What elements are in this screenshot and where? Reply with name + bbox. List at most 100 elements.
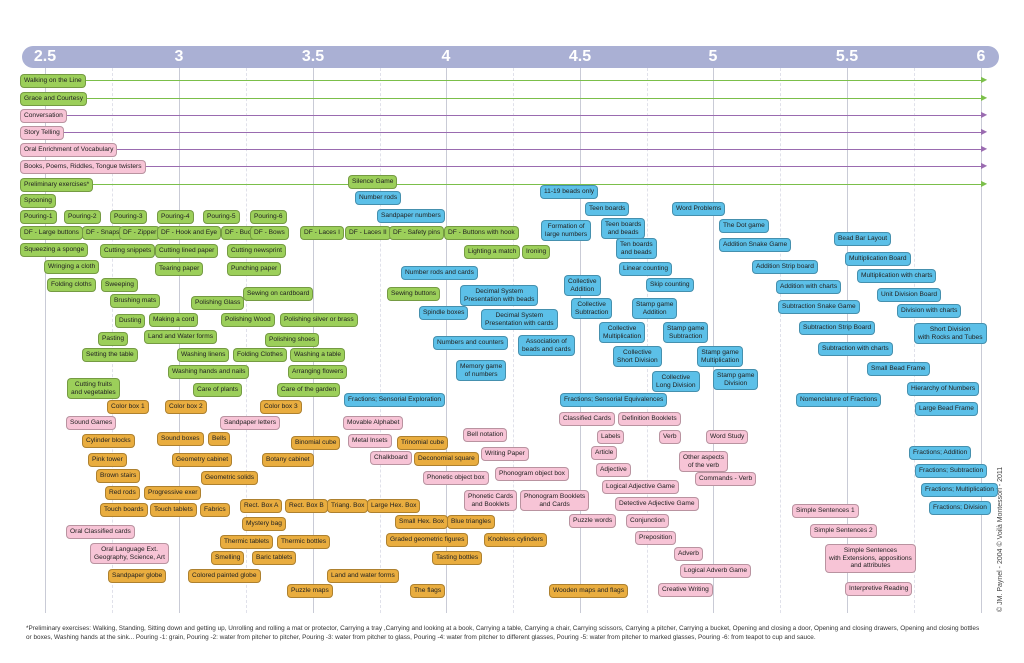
activity-label-line: Fractions; Sensorial Equivalences	[564, 396, 664, 403]
activity-label-line: Bell notation	[467, 431, 504, 438]
activity-label-line: Smelling	[215, 554, 241, 561]
activity-label-line: and Booklets	[471, 500, 510, 508]
activity-box: Stamp game Multiplication	[697, 346, 744, 367]
activity-label-line: Bead Bar Layout	[838, 235, 888, 242]
activity-label-line: Pouring-5	[207, 213, 236, 220]
activity-box: Cutting newsprint	[227, 244, 286, 258]
activity-label-line: Linear counting	[623, 265, 669, 272]
activity-box: Pasting	[98, 332, 128, 346]
activity-box: Preposition	[635, 531, 676, 545]
activity-box: DF - Safety pins	[389, 226, 445, 240]
activity-label-line: Sewing buttons	[391, 290, 437, 297]
activity-label-line: Land and Water forms	[148, 333, 213, 340]
activity-box: Care of plants	[193, 383, 243, 397]
activity-label-line: Small Bead Frame	[871, 365, 926, 372]
activity-label-line: and beads	[607, 228, 639, 236]
activity-box: Stamp game Subtraction	[663, 322, 709, 343]
activity-box: Phonetic object box	[423, 471, 489, 485]
activity-box: Cutting fruits and vegetables	[67, 378, 120, 399]
activity-box: DF - Zipper	[119, 226, 161, 240]
activity-label-line: Large Hex. Box	[371, 502, 417, 509]
activity-label-line: Collective	[661, 374, 691, 381]
activity-label-line: Small Hex. Box	[399, 518, 445, 525]
activity-box: Logical Adjective Game	[602, 480, 679, 494]
activity-box: Sandpaper numbers	[377, 209, 445, 223]
activity-label-line: Colored painted globe	[192, 572, 257, 579]
activity-label-line: Addition	[570, 285, 595, 293]
activity-box: Spooning	[20, 194, 56, 208]
activity-label-line: DF - Buckles	[225, 229, 263, 236]
activity-box: Color box 2	[165, 400, 207, 414]
footnote: *Preliminary exercises: Walking, Standin…	[26, 625, 980, 641]
activity-label-line: Phonogram Booklets	[524, 493, 586, 500]
activity-label-line: DF - Bows	[254, 229, 285, 236]
activity-box: Polishing silver or brass	[280, 313, 358, 327]
age-tick-5: 5	[708, 48, 718, 65]
activity-label-line: Deconomial square	[418, 455, 475, 462]
activity-label-line: and Cards	[539, 500, 570, 508]
activity-box: Puzzle words	[569, 514, 617, 528]
span-line	[60, 132, 982, 133]
span-line	[60, 184, 982, 185]
activity-label-line: Formation of	[547, 223, 585, 230]
activity-label-line: Simple Sentences	[843, 547, 897, 554]
activity-label-line: beads and cards	[522, 345, 571, 353]
activity-label-line: Brown stairs	[100, 472, 137, 479]
activity-box: Spindle boxes	[419, 306, 469, 320]
activity-box: Fractions; Addition	[909, 446, 972, 460]
activity-label-line: Subtraction Snake Game	[782, 303, 856, 310]
activity-box: Pouring-4	[157, 210, 194, 224]
activity-box: Numbers and counters	[433, 336, 508, 350]
activity-box: Collective Multiplication	[599, 322, 646, 343]
activity-box: Chalkboard	[370, 451, 412, 465]
activity-label-line: Trinomial cube	[401, 439, 444, 446]
activity-box: Sandpaper letters	[220, 416, 281, 430]
activity-box: Simple Sentences with Extensions, apposit…	[825, 544, 916, 573]
activity-box: Sweeping	[101, 278, 138, 292]
activity-label-line: Puzzle maps	[291, 587, 329, 594]
activity-box: Fractions; Sensorial Exploration	[344, 393, 446, 407]
activity-label-line: Collective	[577, 301, 606, 308]
activity-label-line: Color box 2	[169, 403, 203, 410]
activity-label-line: Addition Strip board	[756, 263, 814, 270]
activity-label-line: Thermic bottles	[281, 538, 327, 545]
activity-box: Commands - Verb	[695, 472, 757, 486]
activity-label-line: Polishing Glass	[195, 299, 241, 306]
activity-box: Association of beads and cards	[518, 335, 575, 356]
arrow-right-icon: ▶	[981, 161, 988, 170]
activity-label-line: Geometric solids	[205, 474, 255, 481]
activity-label-line: Sandpaper letters	[224, 419, 277, 426]
activity-label-line: Verb	[663, 433, 677, 440]
arrow-right-icon: ▶	[981, 179, 988, 188]
activity-box: Conjunction	[626, 514, 669, 528]
activity-box: Other aspects of the verb	[679, 451, 729, 472]
activity-box: Binomial cube	[291, 436, 341, 450]
activity-label-line: Subtraction	[669, 332, 703, 340]
activity-label-line: Touch boards	[104, 506, 144, 513]
activity-label-line: Blue triangles	[451, 518, 491, 525]
activity-box: Formation of large numbers	[541, 220, 592, 241]
activity-box: Polishing Wood	[221, 313, 275, 327]
activity-box: Simple Sentences 2	[810, 524, 877, 538]
activity-label-line: Association of	[525, 338, 567, 345]
activity-box: Skip counting	[646, 278, 694, 292]
activity-box: Brown stairs	[96, 469, 141, 483]
arrow-right-icon: ▶	[981, 127, 988, 136]
gridline-minor	[780, 68, 781, 613]
activity-box: Stamp game Addition	[632, 298, 678, 319]
activity-box: Subtraction Strip Board	[799, 321, 876, 335]
activity-label-line: Tasting bottles	[436, 554, 479, 561]
activity-label-line: Multiplication	[603, 332, 642, 340]
age-tick-4: 4	[441, 48, 451, 65]
activity-box: Linear counting	[619, 262, 673, 276]
activity-label-line: Knobless cylinders	[488, 536, 543, 543]
activity-label-line: Writing Paper	[485, 450, 525, 457]
activity-box: Verb	[659, 430, 681, 444]
activity-label-line: Unit Division Board	[881, 291, 938, 298]
activity-box: Bells	[208, 432, 231, 446]
activity-box: Detective Adjective Game	[615, 497, 699, 511]
activity-box: Memory game of numbers	[456, 360, 507, 381]
activity-box: Polishing Glass	[191, 296, 245, 310]
activity-label-line: Stamp game	[717, 372, 755, 379]
activity-box: Pouring-3	[110, 210, 147, 224]
